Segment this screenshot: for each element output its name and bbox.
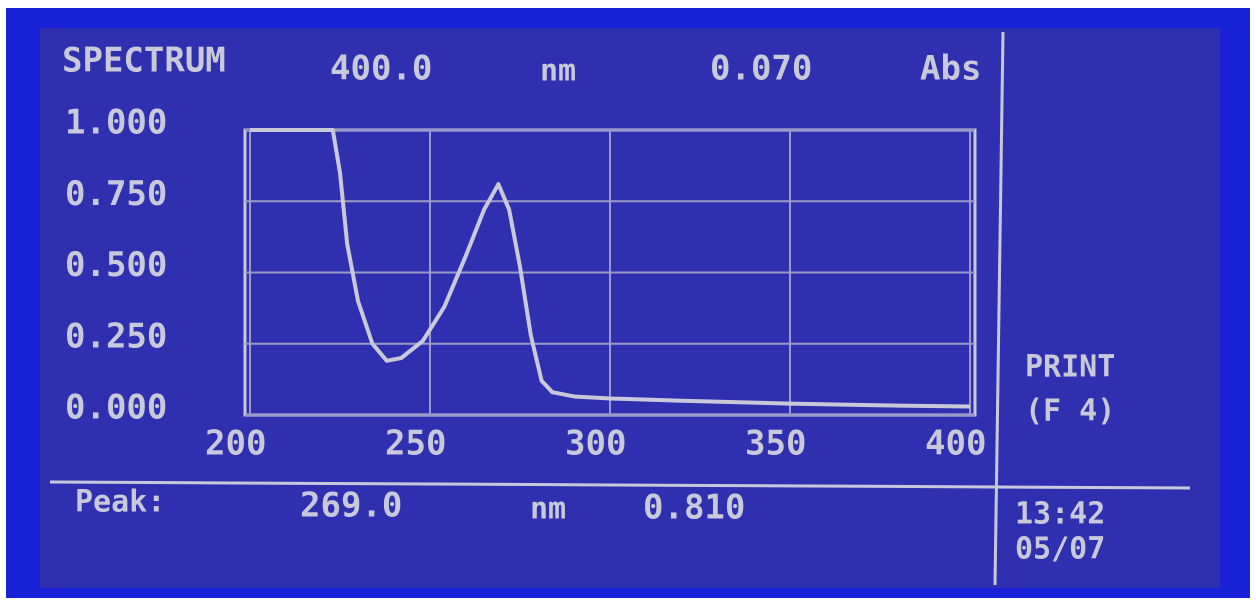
peak-abs: 0.810	[643, 488, 745, 528]
y-tick-label: 1.000	[65, 103, 167, 143]
x-tick-label: 200	[205, 424, 266, 464]
key: (F 4)	[1025, 394, 1115, 429]
time: 13:42	[1015, 497, 1105, 532]
reading: 0.070	[710, 49, 812, 89]
screen: SPECTRUM 400.0 nm 0.070 Abs PRINT (F 4) …	[0, 0, 1256, 603]
y-tick-label: 0.500	[65, 245, 167, 285]
y-tick-label: 0.000	[65, 388, 167, 428]
unit: nm	[540, 54, 576, 89]
wavelength: 400.0	[330, 49, 432, 89]
x-tick-label: 250	[385, 424, 446, 464]
page: SPECTRUM 400.0 nm 0.070 Abs PRINT (F 4) …	[0, 0, 1256, 603]
unit: Abs	[920, 49, 981, 89]
unit: nm	[530, 492, 566, 527]
x-tick-label: 400	[925, 424, 986, 464]
peak-wavelength: 269.0	[300, 486, 402, 526]
action: PRINT	[1025, 350, 1115, 385]
date: 05/07	[1015, 532, 1105, 567]
x-tick-label: 300	[565, 424, 626, 464]
x-tick-label: 350	[745, 424, 806, 464]
y-tick-label: 0.750	[65, 174, 167, 214]
peak-label: Peak:	[75, 485, 165, 520]
y-tick-label: 0.250	[65, 316, 167, 356]
mode: SPECTRUM	[62, 41, 226, 81]
